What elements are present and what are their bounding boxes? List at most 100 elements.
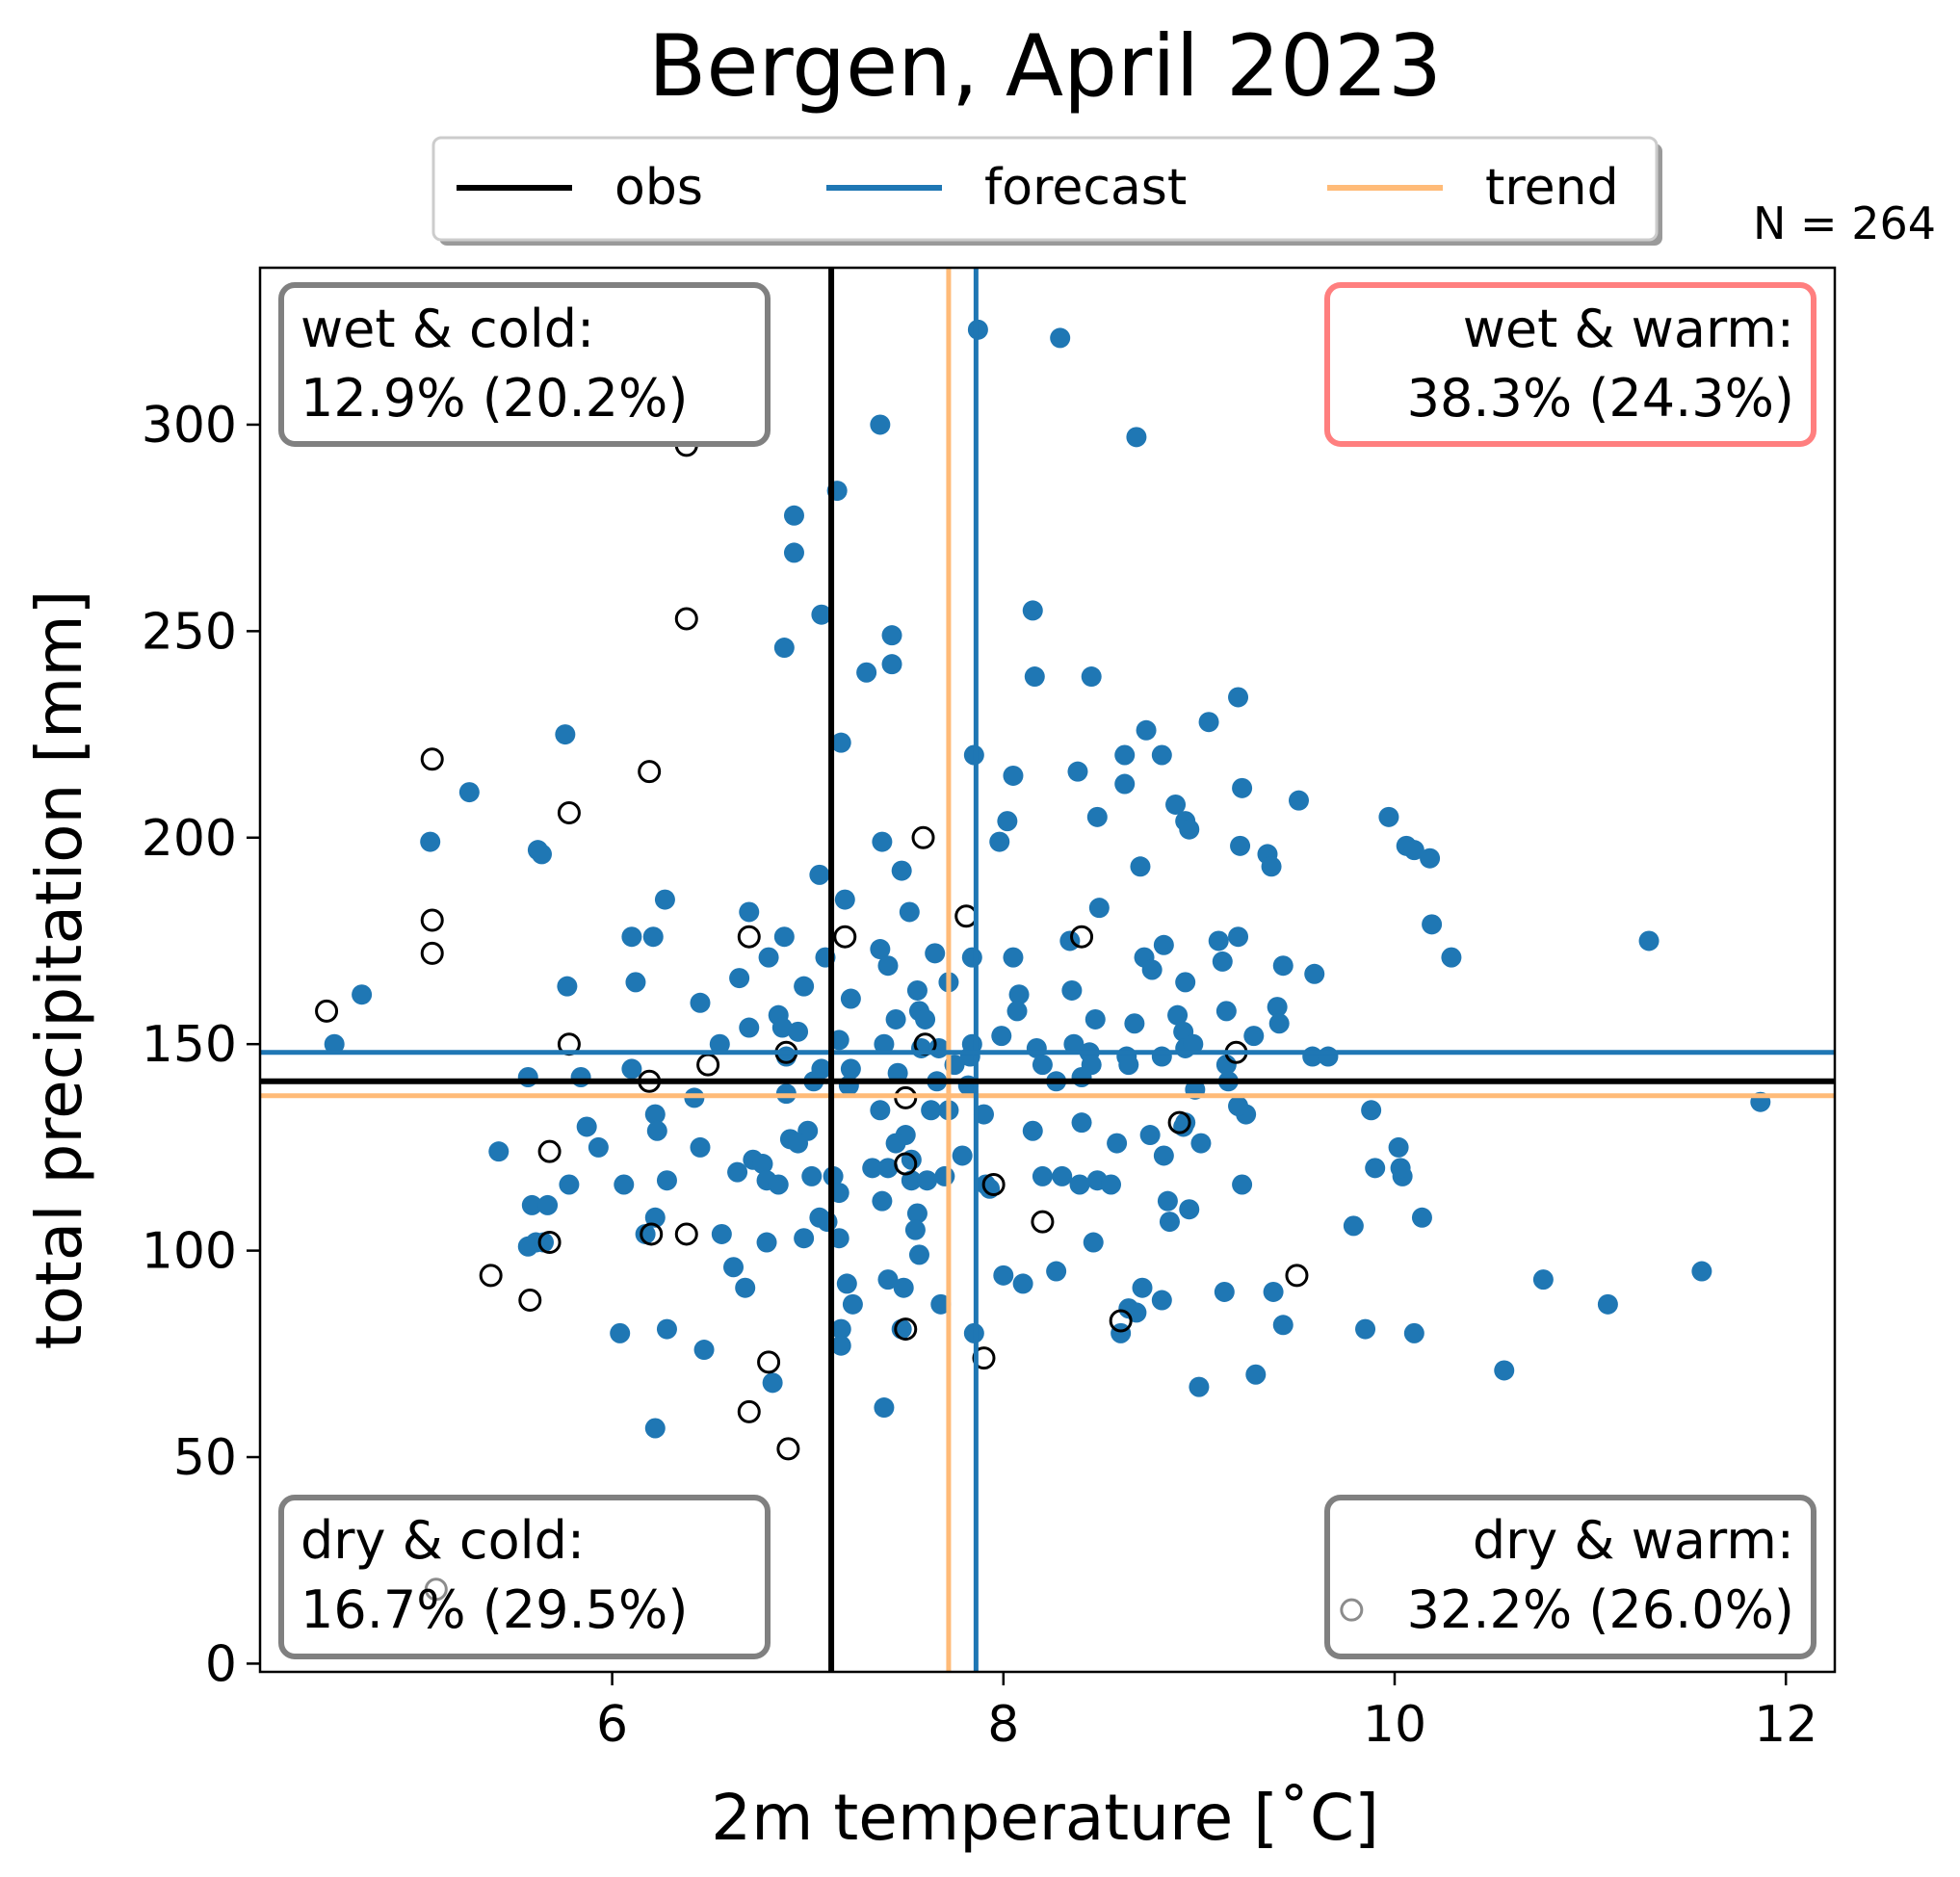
forecast-point [1126, 427, 1147, 448]
forecast-point [836, 1273, 857, 1294]
forecast-point [1008, 984, 1030, 1005]
forecast-point [621, 926, 642, 948]
forecast-point [1088, 898, 1110, 919]
y-tick-label: 250 [142, 603, 237, 661]
forecast-point [811, 604, 832, 625]
forecast-point [1006, 1001, 1028, 1022]
forecast-point [893, 1277, 914, 1298]
forecast-point [1069, 1174, 1090, 1195]
forecast-point [1107, 1133, 1128, 1154]
forecast-point [1422, 914, 1443, 935]
forecast-point [1081, 666, 1102, 688]
forecast-point [991, 1026, 1012, 1047]
forecast-point [899, 901, 920, 923]
legend-forecast-label: forecast [984, 159, 1187, 217]
forecast-point [1183, 1033, 1204, 1055]
forecast-point [1032, 1165, 1053, 1186]
forecast-point [870, 939, 891, 960]
forecast-point [1153, 934, 1174, 955]
forecast-point [788, 1021, 809, 1042]
forecast-point [1157, 1190, 1178, 1212]
forecast-point [1198, 712, 1219, 733]
forecast-point [635, 1223, 656, 1244]
forecast-point [1114, 744, 1136, 766]
forecast-point [1378, 806, 1399, 827]
forecast-point [1151, 1290, 1172, 1311]
quadrant-percent: 12.9% (20.2%) [301, 368, 688, 429]
forecast-point [1151, 1046, 1172, 1067]
obs-point [420, 747, 444, 771]
forecast-point [739, 1017, 760, 1038]
forecast-point [656, 1170, 677, 1191]
forecast-point [1261, 856, 1282, 877]
forecast-point [1085, 1008, 1106, 1030]
forecast-point [1159, 1212, 1180, 1233]
obs-point [1070, 925, 1094, 949]
forecast-point [838, 1075, 859, 1096]
forecast-point [1232, 777, 1253, 798]
forecast-point [570, 1066, 591, 1087]
forecast-point [690, 1136, 711, 1158]
forecast-point [559, 1174, 580, 1195]
forecast-point [877, 1269, 899, 1290]
forecast-point [758, 947, 779, 968]
forecast-point [801, 1165, 823, 1186]
obs-point [776, 1437, 800, 1461]
forecast-point [921, 1100, 942, 1121]
forecast-point [1012, 1273, 1033, 1294]
obs-point [315, 999, 339, 1023]
forecast-point [711, 1223, 732, 1244]
forecast-point [534, 1232, 555, 1253]
forecast-point [1032, 1055, 1053, 1076]
forecast-point [885, 1133, 906, 1154]
quadrant-box-wet-cold: wet & cold: 12.9% (20.2%) [278, 282, 771, 447]
forecast-point [1139, 1125, 1161, 1146]
forecast-point [1050, 327, 1071, 349]
forecast-point [830, 1318, 851, 1340]
forecast-point [1441, 947, 1462, 968]
forecast-point [1245, 1364, 1267, 1385]
forecast-point [762, 1372, 783, 1394]
forecast-point [1071, 1112, 1092, 1134]
reference-lines [260, 268, 1835, 1672]
forecast-point [693, 1340, 715, 1361]
forecast-point [1263, 1281, 1284, 1302]
forecast-point [872, 831, 893, 852]
obs-point [420, 908, 444, 932]
forecast-point [1136, 719, 1157, 741]
forecast-point [783, 542, 804, 563]
forecast-point [934, 1165, 955, 1186]
quadrant-box-frame [1324, 282, 1816, 447]
quadrant-label: wet & cold: [301, 299, 594, 359]
forecast-point [521, 1194, 542, 1215]
forecast-point [1118, 1055, 1139, 1076]
forecast-point [555, 724, 576, 745]
forecast-point [997, 811, 1018, 832]
forecast-point [420, 831, 441, 852]
forecast-point [1083, 1232, 1104, 1253]
obs-point [1167, 1110, 1191, 1134]
sample-size-label: N = 264 [1753, 197, 1936, 249]
forecast-point [840, 1058, 861, 1080]
obs-point [1109, 1309, 1133, 1333]
forecast-point [1228, 926, 1249, 948]
quadrant-box-dry-cold: dry & cold: 16.7% (29.5%) [278, 1495, 771, 1659]
forecast-point [1022, 600, 1043, 621]
forecast-point [794, 976, 815, 997]
forecast-point [1175, 972, 1196, 993]
forecast-point [1365, 1158, 1386, 1179]
obs-point [537, 1231, 562, 1255]
quadrant-percent: 38.3% (24.3%) [1407, 368, 1794, 429]
forecast-point [1167, 1004, 1189, 1026]
forecast-point [614, 1174, 635, 1195]
forecast-point [906, 1203, 928, 1224]
forecast-point [735, 1277, 756, 1298]
forecast-point [1318, 1046, 1339, 1067]
forecast-point [881, 654, 902, 675]
forecast-point [1165, 794, 1187, 815]
forecast-point [588, 1136, 609, 1158]
forecast-point [1003, 765, 1024, 786]
forecast-point [488, 1141, 510, 1162]
forecast-point [1343, 1215, 1364, 1237]
plot-frame [258, 266, 1837, 1674]
